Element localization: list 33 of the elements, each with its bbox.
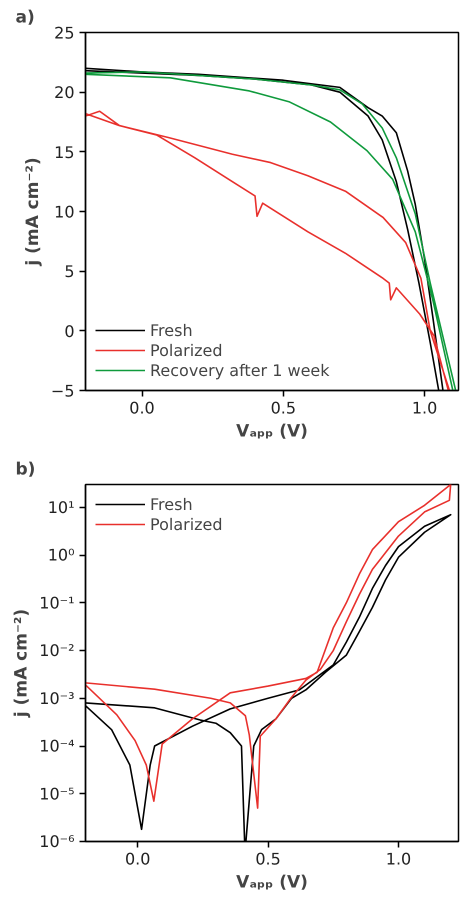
x-tick-label: 0.5: [270, 398, 296, 418]
legend-label: Fresh: [150, 494, 193, 514]
x-tick-label: 1.0: [386, 850, 412, 868]
x-tick-label: 0.0: [129, 398, 155, 418]
line-series: [86, 484, 452, 809]
y-tick-label: 10⁻¹: [39, 593, 74, 612]
y-tick-label: 25: [54, 24, 74, 42]
x-axis-title: Vₐₚₚ (V): [236, 872, 308, 892]
legend-label: Fresh: [150, 320, 193, 340]
y-tick-label: 10⁻⁴: [39, 736, 74, 756]
y-tick-label: 10⁻³: [39, 688, 74, 708]
x-tick-label: 1.0: [412, 398, 438, 418]
y-tick-label: 10⁰: [48, 546, 75, 565]
chart-title: b): [16, 460, 36, 480]
y-tick-label: 5: [64, 262, 75, 282]
y-tick-label: 10⁻²: [39, 641, 74, 660]
y-tick-label: 15: [54, 142, 74, 162]
legend-label: Recovery after 1 week: [150, 360, 330, 380]
x-axis-title: Vₐₚₚ (V): [236, 422, 308, 442]
y-tick-label: 20: [54, 83, 74, 102]
y-tick-label: 0: [64, 322, 75, 341]
y-tick-label: −5: [50, 382, 75, 400]
chart-title: a): [16, 8, 35, 28]
y-tick-label: 10: [54, 202, 74, 222]
y-tick-label: 10⁻⁶: [39, 832, 74, 851]
x-tick-label: 0.5: [255, 850, 281, 868]
y-axis-title: j (mA cm⁻²): [11, 608, 32, 718]
y-axis-title: j (mA cm⁻²): [22, 157, 43, 267]
legend-label: Polarized: [150, 340, 223, 360]
y-tick-label: 10⁻⁵: [39, 784, 74, 804]
legend-label: Polarized: [150, 514, 223, 534]
y-tick-label: 10¹: [48, 498, 75, 517]
x-tick-label: 0.0: [124, 850, 150, 868]
